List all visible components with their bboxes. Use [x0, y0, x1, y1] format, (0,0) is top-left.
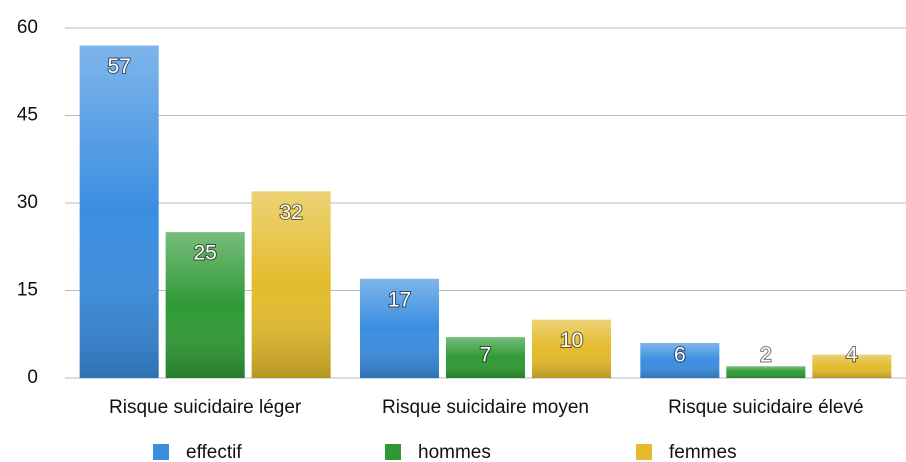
- y-tick-label: 30: [17, 192, 38, 213]
- bar-shade: [532, 319, 611, 378]
- bar-shade: [79, 45, 159, 378]
- legend-label: effectif: [186, 442, 242, 462]
- bar-shade: [812, 354, 892, 378]
- value-label: 7: [480, 344, 492, 367]
- legend-swatch: [385, 444, 401, 460]
- bar-shade: [640, 343, 720, 378]
- x-tick-label: Risque suicidaire moyen: [382, 397, 589, 418]
- bar-shade: [446, 337, 525, 378]
- value-label: 10: [560, 329, 583, 352]
- value-label: 4: [846, 344, 858, 367]
- value-label: 17: [388, 288, 411, 311]
- value-label: 25: [193, 242, 216, 265]
- legend-swatch: [636, 444, 652, 460]
- value-label: 57: [107, 55, 130, 78]
- legend-label: femmes: [669, 442, 737, 462]
- y-tick-label: 45: [17, 105, 38, 126]
- bar-shade: [726, 366, 806, 378]
- y-tick-label: 60: [17, 17, 38, 38]
- y-tick-label: 0: [27, 367, 38, 388]
- bar-shade: [165, 232, 245, 378]
- bar-shade: [251, 191, 331, 378]
- x-tick-label: Risque suicidaire élevé: [668, 397, 863, 418]
- y-tick-label: 15: [17, 280, 38, 301]
- legend-swatch: [153, 444, 169, 460]
- bar-shade: [360, 278, 439, 378]
- value-label: 6: [674, 344, 686, 367]
- x-tick-label: Risque suicidaire léger: [109, 397, 302, 418]
- value-label: 32: [279, 201, 302, 224]
- legend-label: hommes: [418, 442, 491, 462]
- value-label: 2: [760, 344, 772, 367]
